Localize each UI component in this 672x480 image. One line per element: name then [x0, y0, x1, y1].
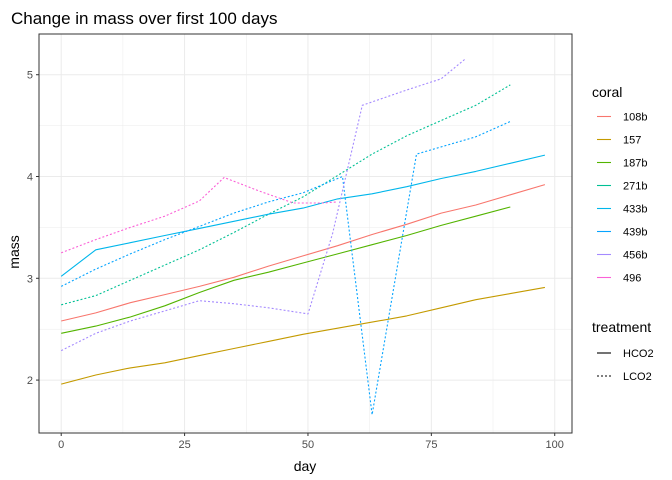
series-line-108b	[61, 184, 546, 322]
plot-panel	[38, 33, 573, 434]
legend-label-439b: 439b	[623, 227, 647, 239]
chart-title: Change in mass over first 100 days	[11, 9, 277, 28]
y-axis-title: mass	[6, 235, 22, 268]
y-tick-label: 2	[27, 375, 33, 387]
y-tick-label: 4	[27, 172, 33, 184]
series-lines	[60, 57, 546, 416]
legend-label-271b: 271b	[623, 181, 647, 193]
x-tick-label: 50	[302, 439, 314, 451]
legend-label-LCO2: LCO2	[623, 371, 652, 383]
series-line-271b	[61, 84, 511, 306]
legend-color-items: 108b 157 187b 271b 433b 439b 456b 496	[597, 112, 647, 285]
minor-gridlines	[39, 34, 572, 433]
series-line-157	[61, 286, 545, 385]
legend-linetype-items: HCO2 LCO2	[597, 348, 654, 383]
legend: coral 108b 157 187b 271b 433b 439b 456b 496 tre…	[592, 84, 654, 383]
x-axis: 0 25 50 75 100	[58, 433, 564, 451]
x-axis-title: day	[294, 458, 317, 474]
y-tick-label: 5	[27, 70, 33, 82]
legend-title-coral: coral	[592, 84, 622, 100]
series-line-439b	[60, 120, 511, 416]
panel-border	[38, 33, 573, 434]
legend-label-HCO2: HCO2	[623, 348, 654, 360]
panel-background	[39, 34, 572, 433]
series-line-456b	[60, 57, 467, 352]
x-tick-label: 75	[425, 439, 437, 451]
y-axis: 2 3 4 5	[27, 70, 39, 387]
x-tick-label: 100	[546, 439, 564, 451]
x-tick-label: 25	[178, 439, 190, 451]
legend-label-108b: 108b	[623, 112, 647, 124]
y-tick-label: 3	[27, 273, 33, 285]
legend-label-157: 157	[623, 135, 641, 147]
series-line-433b	[60, 154, 546, 277]
legend-label-433b: 433b	[623, 204, 647, 216]
major-gridlines	[39, 34, 572, 433]
legend-label-187b: 187b	[623, 158, 647, 170]
legend-title-treatment: treatment	[592, 319, 651, 335]
series-line-496	[61, 176, 338, 254]
series-line-187b	[61, 206, 511, 334]
legend-label-496: 496	[623, 273, 641, 285]
x-tick-label: 0	[58, 439, 64, 451]
legend-label-456b: 456b	[623, 250, 647, 262]
